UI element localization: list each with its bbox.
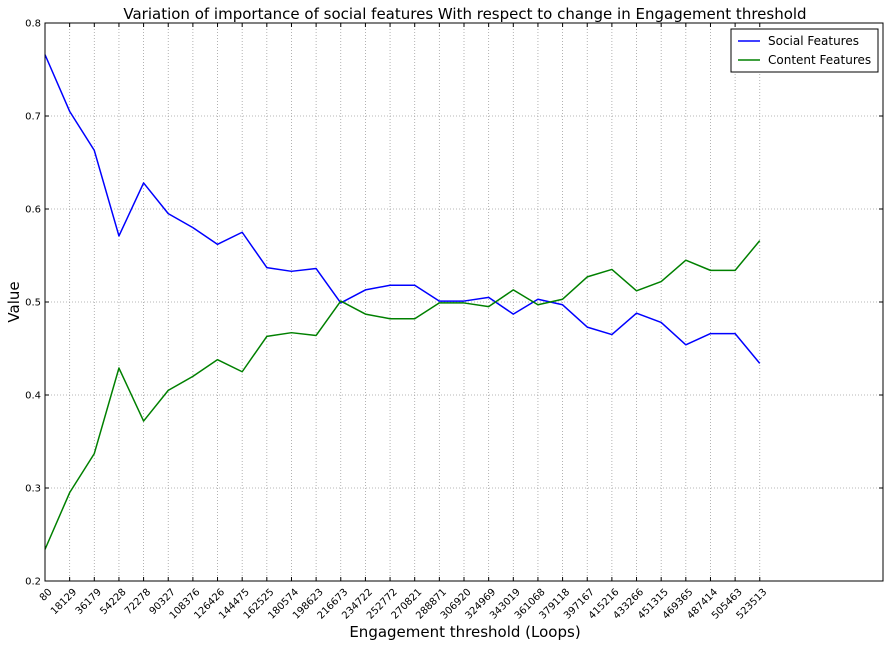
legend: Social Features Content Features — [730, 28, 879, 73]
legend-label-content-features: Content Features — [768, 53, 871, 67]
x-tick-label: 18129 — [49, 587, 79, 617]
x-tick-label: 72278 — [123, 587, 153, 617]
y-tick-label: 0.8 — [25, 19, 41, 30]
x-tick-labels: 8018129361795422872278903271083761264261… — [38, 587, 770, 622]
y-tick-label: 0.7 — [25, 112, 41, 123]
x-tick-label: 80 — [38, 587, 55, 604]
y-tick-label: 0.6 — [25, 205, 41, 216]
x-tick-label: 54228 — [98, 587, 128, 617]
y-tick-label: 0.2 — [25, 577, 41, 588]
series-line-social-features — [44, 54, 761, 364]
y-tick-label: 0.3 — [25, 484, 41, 495]
y-axis-title: Value — [5, 281, 23, 322]
y-tick-labels: 0.2 0.3 0.4 0.5 0.6 0.7 0.8 — [25, 19, 41, 588]
series-line-content-features — [44, 240, 761, 550]
legend-box — [730, 28, 879, 73]
series-layer — [44, 54, 761, 550]
grid-lines — [45, 23, 883, 581]
y-tick-label: 0.5 — [25, 298, 41, 309]
y-tick-label: 0.4 — [25, 391, 41, 402]
legend-label-social-features: Social Features — [768, 34, 859, 48]
tick-marks — [44, 22, 883, 582]
x-tick-label: 36179 — [74, 587, 104, 617]
chart-title: Variation of importance of social featur… — [123, 5, 806, 23]
x-axis-title: Engagement threshold (Loops) — [349, 623, 580, 641]
